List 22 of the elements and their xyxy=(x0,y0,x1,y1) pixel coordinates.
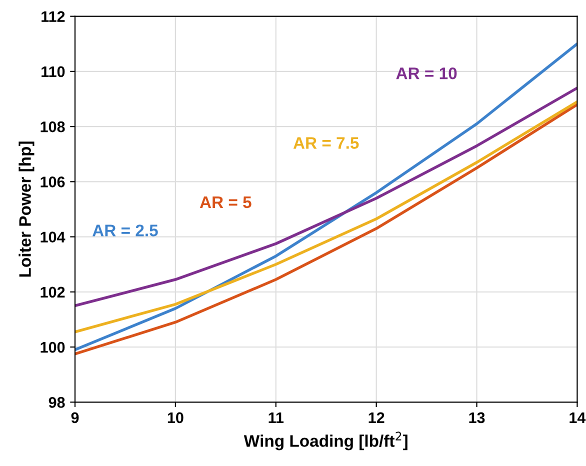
text: AR = 2.5 xyxy=(92,224,158,236)
y-axis-title: Loiter Power [hp] xyxy=(18,142,34,277)
x-tick-label: 9 xyxy=(71,412,79,424)
y-tick-label: 106 xyxy=(40,176,65,188)
y-tick-label: 110 xyxy=(42,66,65,78)
y-tick-label: 100 xyxy=(40,342,65,353)
x-axis-title: Wing Loading [lb/ft$^{2}$] xyxy=(244,432,408,450)
line-series xyxy=(75,42,578,352)
x-tick-label: 12 xyxy=(368,412,384,423)
x-tick-label: 14 xyxy=(570,412,586,423)
x-tick-label: 13 xyxy=(469,412,485,424)
text: AR = 5 xyxy=(200,196,252,208)
x-tick-label: 11 xyxy=(268,412,284,423)
line-series xyxy=(75,86,578,308)
x-tick-label: 10 xyxy=(168,412,184,424)
text: AR = 7.5 xyxy=(293,137,359,149)
y-tick-label: 102 xyxy=(40,286,65,298)
y-tick-label: 98 xyxy=(48,397,65,408)
y-tick-label: 108 xyxy=(40,121,65,132)
y-tick-label: 104 xyxy=(40,232,66,242)
y-tick-label: 112 xyxy=(42,11,65,22)
text: AR = 10 xyxy=(396,67,457,80)
